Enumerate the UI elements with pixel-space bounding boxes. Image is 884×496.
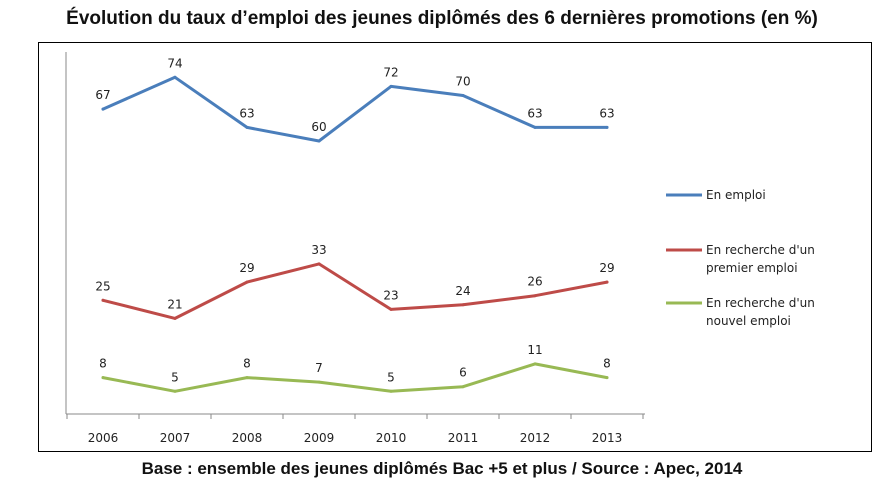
data-point (389, 84, 393, 88)
x-tick-label: 2011 (448, 431, 479, 445)
data-label: 6 (459, 366, 467, 380)
series-line (101, 262, 609, 320)
series-line (101, 362, 609, 393)
data-point (533, 294, 537, 298)
data-point (317, 380, 321, 384)
legend-label: En recherche d'un premier emploi (706, 243, 815, 275)
data-point (101, 298, 105, 302)
data-label: 26 (527, 275, 542, 289)
data-label: 8 (99, 357, 107, 371)
data-point (605, 280, 609, 284)
data-point (101, 376, 105, 380)
data-label: 67 (95, 88, 110, 102)
x-tick-label: 2006 (88, 431, 119, 445)
x-tick-label: 2012 (520, 431, 551, 445)
data-point (461, 303, 465, 307)
data-label: 11 (527, 343, 542, 357)
x-tick-label: 2007 (160, 431, 191, 445)
data-point (245, 376, 249, 380)
data-label: 24 (455, 284, 470, 298)
data-label: 25 (95, 279, 110, 293)
data-label: 5 (171, 370, 179, 384)
x-tick-label: 2013 (592, 431, 623, 445)
data-label: 8 (243, 357, 251, 371)
legend-label: En recherche d'un nouvel emploi (706, 296, 815, 328)
data-label: 8 (603, 357, 611, 371)
data-label: 23 (383, 288, 398, 302)
data-point (461, 385, 465, 389)
data-point (173, 316, 177, 320)
data-point (245, 125, 249, 129)
data-label: 60 (311, 120, 326, 134)
data-label: 63 (527, 106, 542, 120)
x-tick-label: 2008 (232, 431, 263, 445)
data-point (533, 125, 537, 129)
data-point (101, 107, 105, 111)
data-label: 21 (167, 297, 182, 311)
legend-label: En emploi (706, 188, 766, 202)
data-point (389, 307, 393, 311)
data-label: 63 (599, 106, 614, 120)
data-label: 5 (387, 370, 395, 384)
data-label: 29 (239, 261, 254, 275)
data-label: 29 (599, 261, 614, 275)
x-tick-label: 2009 (304, 431, 335, 445)
data-point (605, 125, 609, 129)
data-point (245, 280, 249, 284)
data-point (461, 94, 465, 97)
data-point (317, 139, 321, 143)
chart-title: Évolution du taux d’emploi des jeunes di… (66, 8, 818, 29)
data-point (533, 362, 537, 366)
source-footer: Base : ensemble des jeunes diplômés Bac … (141, 459, 743, 478)
series-line (101, 75, 609, 143)
data-point (173, 389, 177, 393)
chart-frame (38, 42, 872, 452)
data-point (389, 389, 393, 393)
data-label: 74 (167, 56, 182, 70)
data-point (173, 75, 177, 79)
data-label: 70 (455, 75, 470, 89)
x-tick-label: 2010 (376, 431, 407, 445)
data-point (317, 262, 321, 266)
data-label: 7 (315, 361, 323, 375)
data-label: 63 (239, 106, 254, 120)
data-label: 33 (311, 243, 326, 257)
data-point (605, 376, 609, 380)
data-label: 72 (383, 65, 398, 79)
